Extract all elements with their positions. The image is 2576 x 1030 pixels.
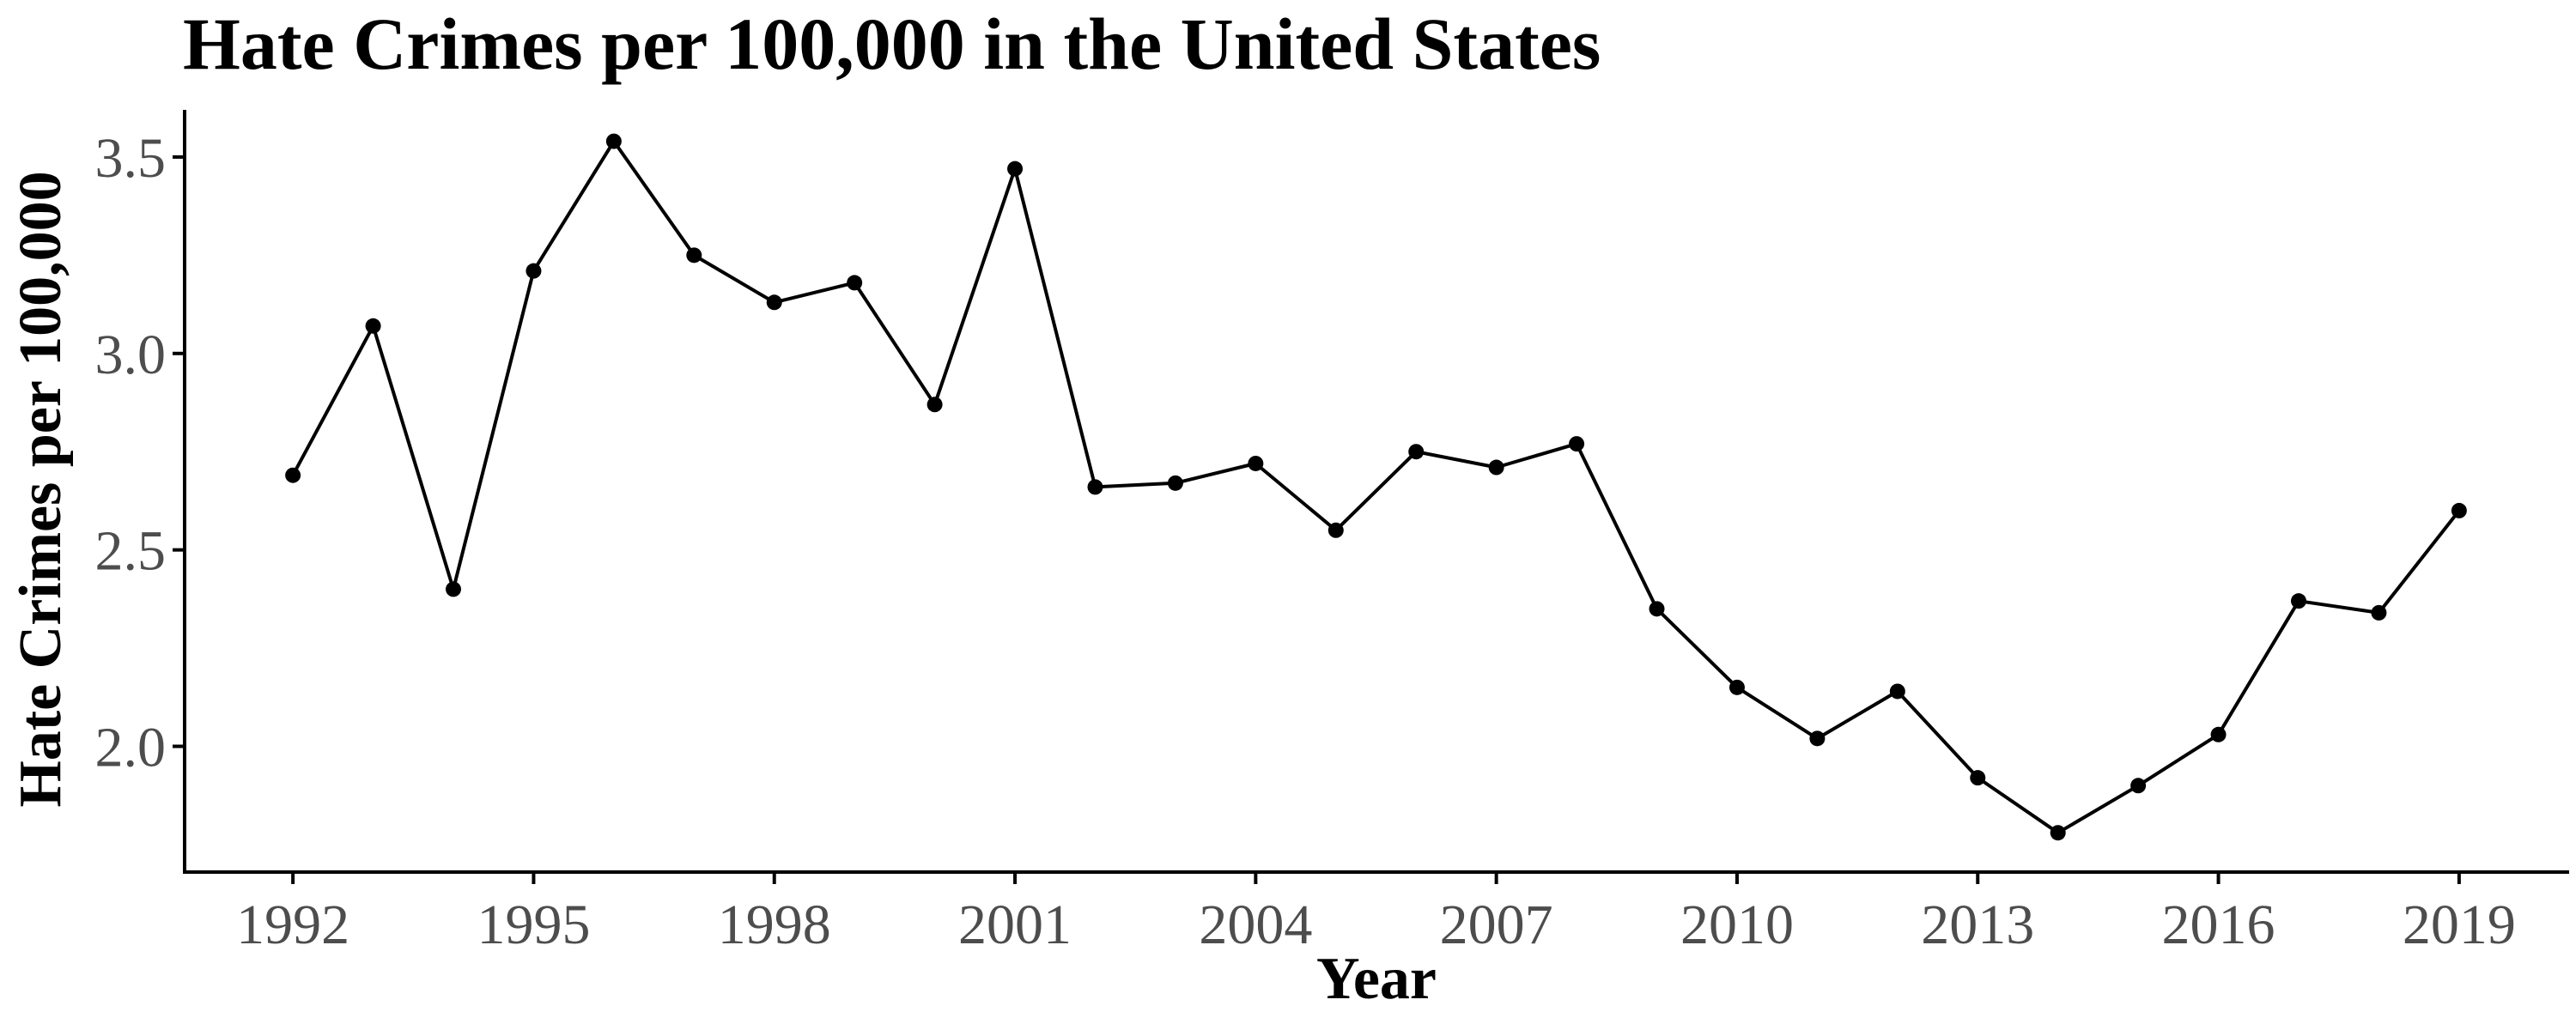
y-tick-label: 2.0 [95, 717, 167, 779]
data-point [2371, 604, 2387, 621]
data-point [1087, 479, 1103, 495]
data-point [927, 397, 943, 413]
series-line [291, 139, 2461, 835]
data-point [365, 318, 381, 334]
x-tick-label: 2010 [1680, 894, 1794, 956]
x-tick-label: 2004 [1199, 894, 1312, 956]
data-point [2130, 778, 2147, 794]
data-point [1649, 601, 1665, 617]
x-tick-label: 1998 [718, 894, 831, 956]
chart-title: Hate Crimes per 100,000 in the United St… [183, 3, 1601, 85]
data-point [1327, 522, 1344, 538]
data-point [605, 133, 622, 149]
data-point [847, 275, 863, 291]
data-point [686, 247, 702, 264]
data-point [1889, 683, 1905, 700]
data-point [1408, 444, 1425, 460]
x-tick-label: 1995 [477, 894, 590, 956]
data-point [1970, 770, 1986, 786]
y-tick-label: 2.5 [95, 520, 167, 583]
x-axis-title: Year [1316, 946, 1437, 1012]
x-axis-ticks: 1992 1995 1998 2001 2004 2007 2010 2013 2016 2019 [236, 872, 2516, 956]
y-axis-ticks: 2.0 2.5 3.0 3.5 [95, 127, 185, 779]
data-point [1167, 475, 1183, 491]
x-tick-label: 2019 [2403, 894, 2516, 956]
x-tick-label: 2013 [1921, 894, 2034, 956]
x-tick-label: 2007 [1440, 894, 1553, 956]
y-tick-label: 3.5 [95, 127, 167, 190]
data-point [2451, 502, 2467, 518]
data-point [446, 581, 462, 597]
series-points [285, 133, 2467, 841]
data-point [1809, 730, 1826, 747]
x-tick-label: 1992 [236, 894, 349, 956]
data-point [766, 294, 782, 311]
data-point [2290, 593, 2306, 609]
x-tick-label: 2001 [958, 894, 1072, 956]
data-point [1569, 436, 1585, 452]
data-point [1728, 679, 1745, 695]
y-tick-label: 3.0 [95, 324, 167, 386]
data-point [2050, 825, 2066, 841]
data-point [1248, 455, 1264, 471]
data-point [526, 263, 542, 279]
data-point [2210, 726, 2227, 742]
data-point [1007, 161, 1024, 177]
data-point [1488, 459, 1504, 476]
y-axis-title: Hate Crimes per 100,000 [8, 171, 74, 807]
data-point [285, 467, 301, 483]
x-tick-label: 2016 [2162, 894, 2275, 956]
